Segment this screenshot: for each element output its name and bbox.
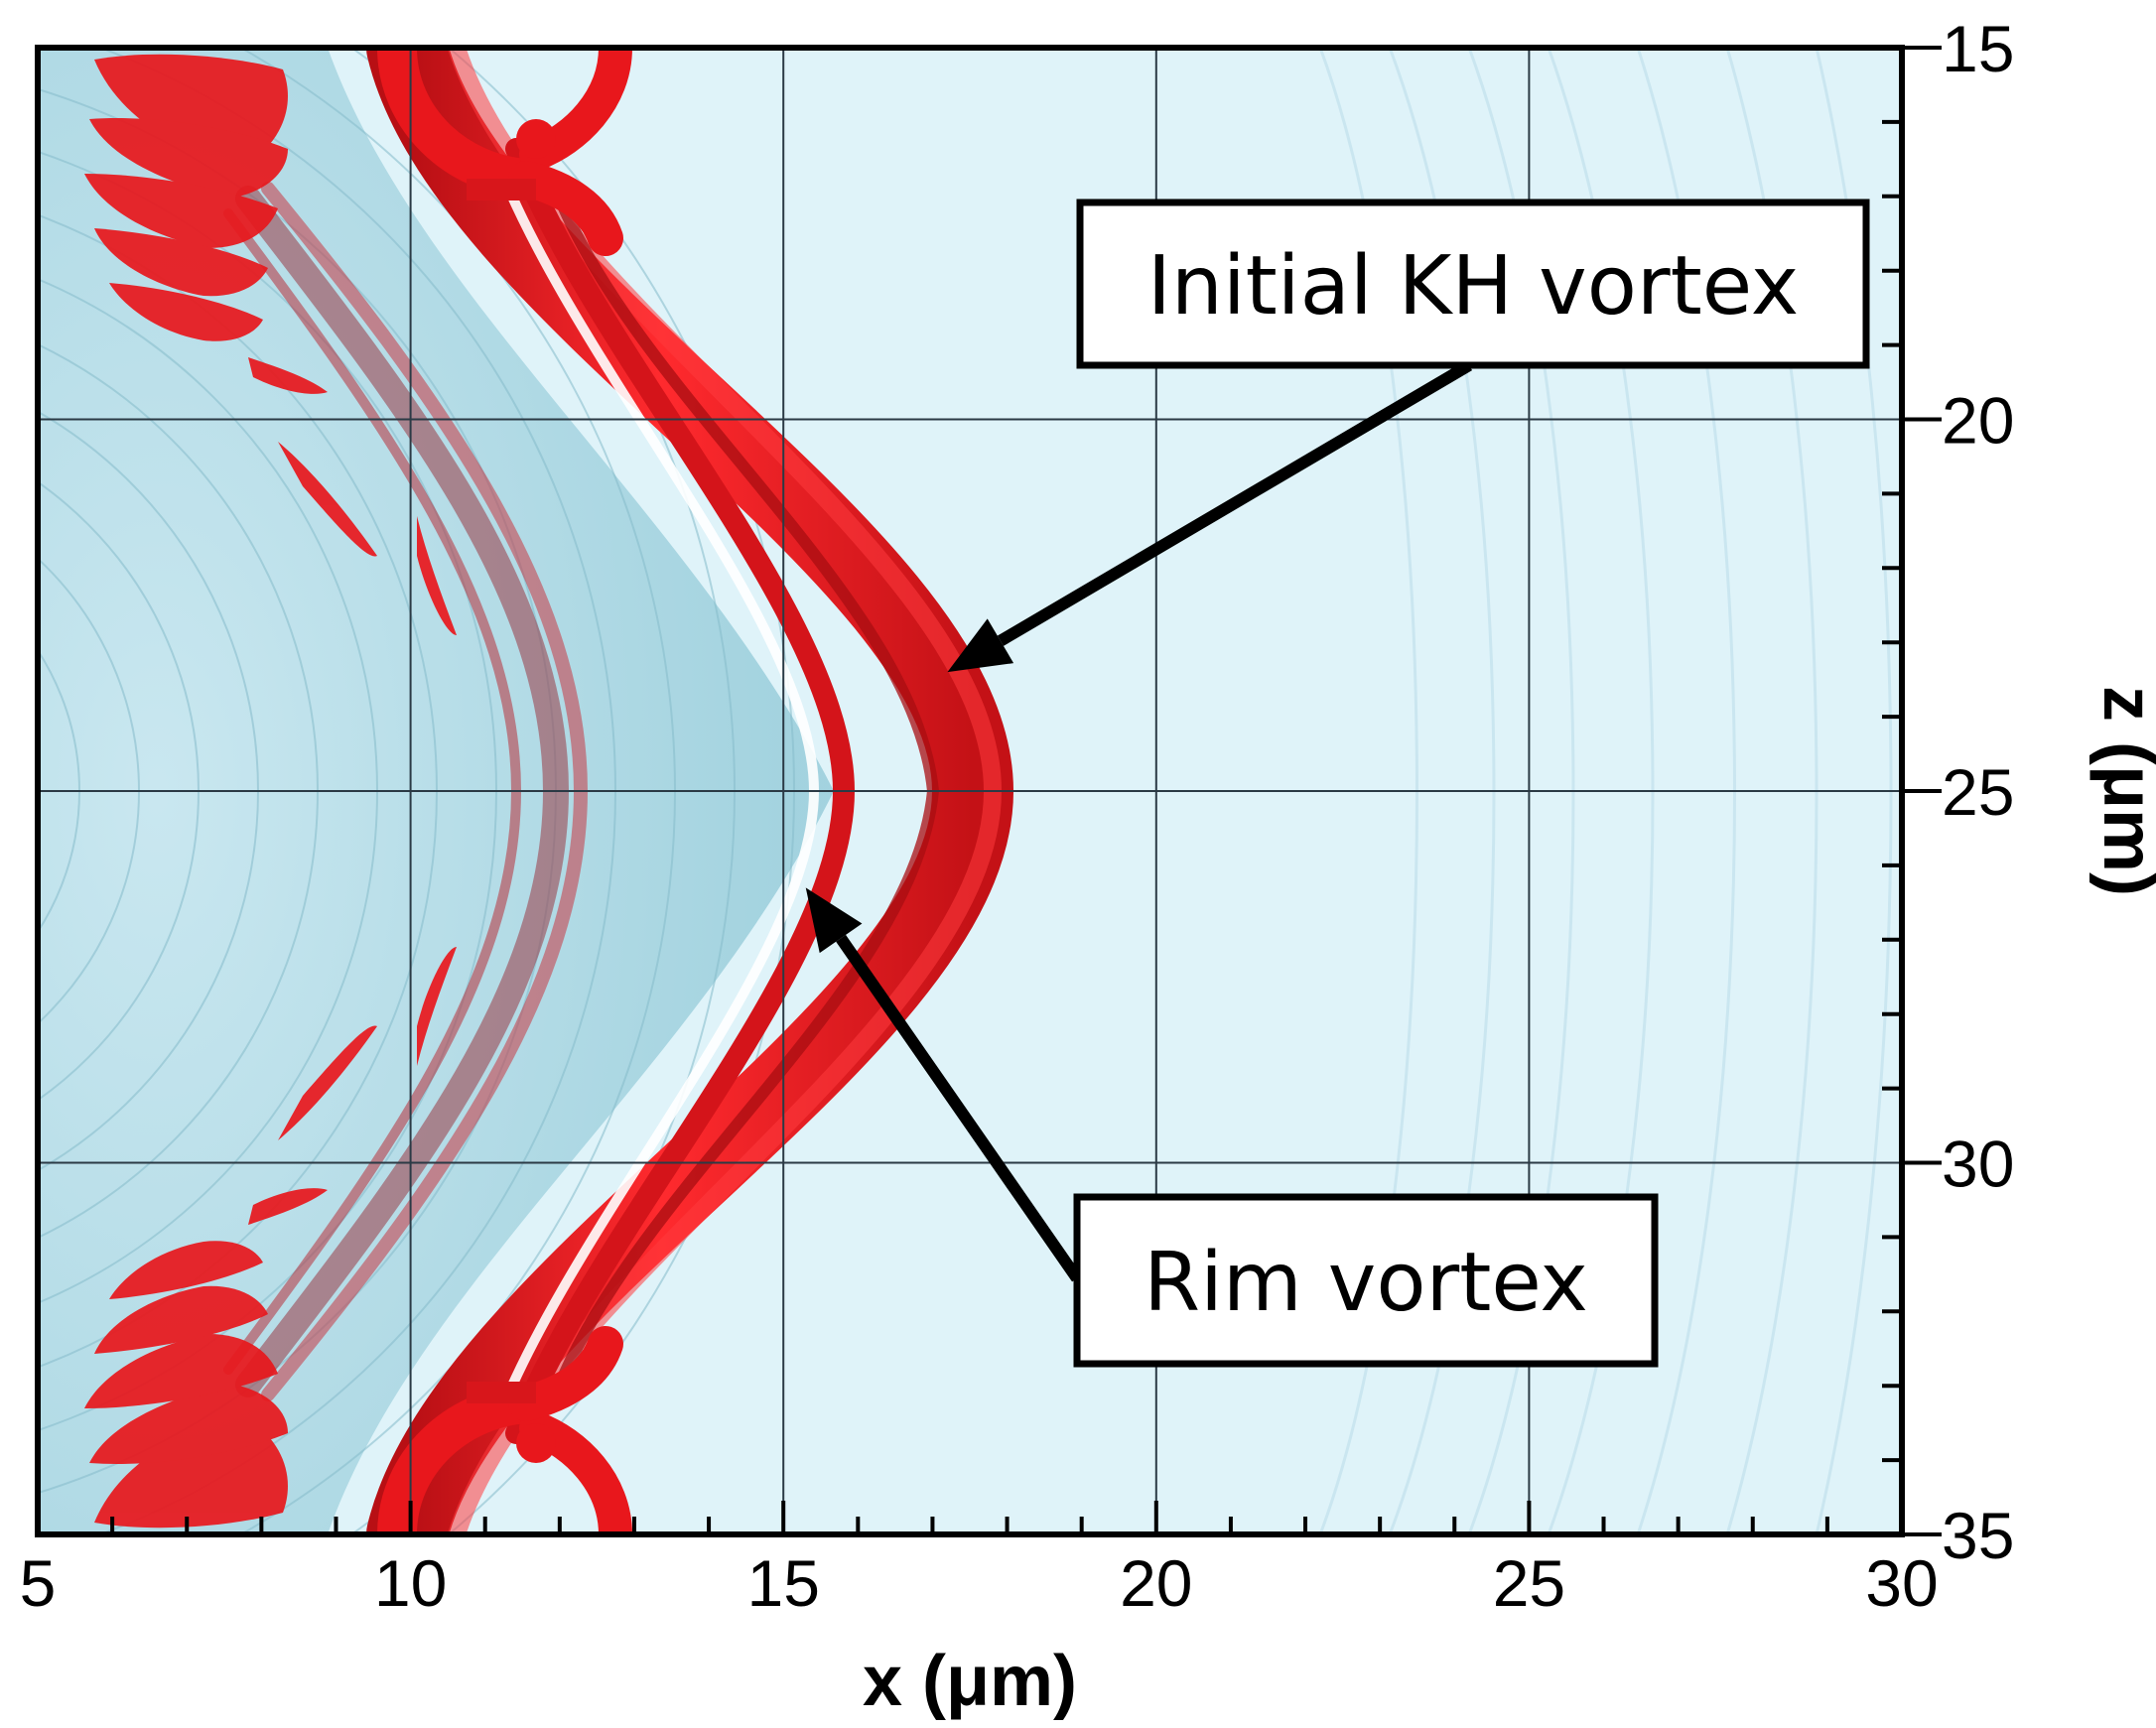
y-axis-title: z (μm) <box>2089 686 2156 896</box>
rim-vortex-label-box <box>1073 1193 1659 1368</box>
x-axis-title: x (μm) <box>863 1642 1077 1721</box>
z-tick-label: 20 <box>1942 384 2014 458</box>
kh-vortex-label-box <box>1076 199 1870 369</box>
x-tick-label: 30 <box>1865 1546 1938 1620</box>
y-axis: 15 20 25 30 35 <box>1882 12 2014 1572</box>
gridlines <box>38 48 1902 1534</box>
vortex-loop-bottom <box>377 1326 632 1534</box>
x-tick-label: 10 <box>374 1546 447 1620</box>
x-tick-label: 5 <box>20 1546 57 1620</box>
rim-vortex-arrow <box>836 934 1082 1282</box>
vortex-fragments-top <box>84 54 457 635</box>
x-tick-label: 25 <box>1493 1546 1565 1620</box>
vortex-loop-top <box>377 48 632 256</box>
z-tick-label: 35 <box>1942 1499 2014 1572</box>
z-tick-label: 15 <box>1942 12 2014 85</box>
x-axis: 5 10 15 20 25 30 <box>20 1501 1939 1620</box>
x-tick-label: 15 <box>746 1546 819 1620</box>
rim-vortex-arrowhead <box>805 887 863 954</box>
annotations: Initial KH vortex Rim vortex <box>805 199 1870 1368</box>
vortex-fragments-bottom <box>84 947 457 1529</box>
rim-vortex-label: Rim vortex <box>1144 1236 1588 1330</box>
kh-vortex-label: Initial KH vortex <box>1147 239 1800 333</box>
kh-vortex-arrowhead <box>947 618 1014 673</box>
z-tick-label: 30 <box>1942 1128 2014 1201</box>
z-tick-label: 25 <box>1942 755 2014 829</box>
kh-vortex-arrow <box>997 359 1473 646</box>
x-tick-label: 20 <box>1120 1546 1192 1620</box>
